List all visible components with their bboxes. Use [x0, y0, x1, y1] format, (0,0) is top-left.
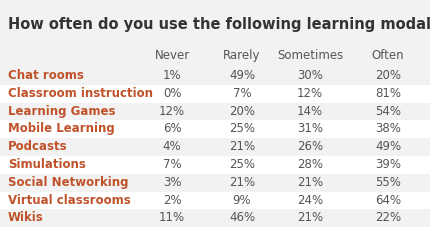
Text: 28%: 28% [297, 158, 323, 171]
Text: Learning Games: Learning Games [8, 105, 116, 118]
Text: 55%: 55% [375, 176, 401, 189]
Text: Classroom instruction: Classroom instruction [8, 87, 153, 100]
Text: 20%: 20% [229, 105, 255, 118]
Text: 26%: 26% [297, 140, 323, 153]
Text: 64%: 64% [375, 194, 401, 207]
Text: Podcasts: Podcasts [8, 140, 68, 153]
Text: 38%: 38% [375, 122, 401, 135]
Text: 25%: 25% [229, 158, 255, 171]
Text: 49%: 49% [229, 69, 255, 82]
Text: 21%: 21% [297, 211, 323, 225]
Text: 4%: 4% [163, 140, 181, 153]
Text: 3%: 3% [163, 176, 181, 189]
Text: 21%: 21% [297, 176, 323, 189]
Text: 11%: 11% [159, 211, 185, 225]
Text: 21%: 21% [229, 176, 255, 189]
Text: 31%: 31% [297, 122, 323, 135]
Text: Mobile Learning: Mobile Learning [8, 122, 115, 135]
Text: 7%: 7% [233, 87, 251, 100]
Text: 46%: 46% [229, 211, 255, 225]
Text: Simulations: Simulations [8, 158, 86, 171]
Text: 81%: 81% [375, 87, 401, 100]
Text: How often do you use the following learning modalities?: How often do you use the following learn… [8, 17, 430, 32]
Text: Wikis: Wikis [8, 211, 44, 225]
Text: Virtual classrooms: Virtual classrooms [8, 194, 131, 207]
Text: Never: Never [154, 49, 190, 62]
Text: 9%: 9% [233, 194, 251, 207]
Text: 30%: 30% [297, 69, 323, 82]
Text: 12%: 12% [159, 105, 185, 118]
Text: 24%: 24% [297, 194, 323, 207]
Text: Social Networking: Social Networking [8, 176, 129, 189]
Text: 0%: 0% [163, 87, 181, 100]
Text: 49%: 49% [375, 140, 401, 153]
Text: 22%: 22% [375, 211, 401, 225]
Text: 2%: 2% [163, 194, 181, 207]
Text: Sometimes: Sometimes [277, 49, 343, 62]
Text: 12%: 12% [297, 87, 323, 100]
Text: 7%: 7% [163, 158, 181, 171]
Text: 20%: 20% [375, 69, 401, 82]
Text: 39%: 39% [375, 158, 401, 171]
Text: 21%: 21% [229, 140, 255, 153]
Text: 25%: 25% [229, 122, 255, 135]
Text: 1%: 1% [163, 69, 181, 82]
Text: Rarely: Rarely [223, 49, 261, 62]
Text: 6%: 6% [163, 122, 181, 135]
Text: 54%: 54% [375, 105, 401, 118]
Text: Often: Often [372, 49, 404, 62]
Text: Chat rooms: Chat rooms [8, 69, 84, 82]
Text: 14%: 14% [297, 105, 323, 118]
